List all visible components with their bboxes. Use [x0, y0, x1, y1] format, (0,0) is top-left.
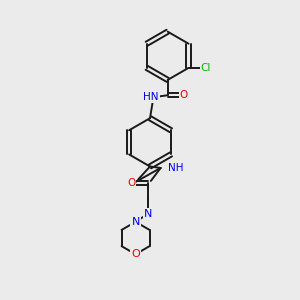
Text: O: O — [127, 178, 136, 188]
Text: O: O — [180, 90, 188, 100]
Text: HN: HN — [143, 92, 159, 102]
Text: NH: NH — [168, 163, 183, 173]
Text: O: O — [131, 249, 140, 259]
Text: N: N — [144, 209, 152, 219]
Text: Cl: Cl — [200, 63, 211, 73]
Text: N: N — [131, 217, 140, 227]
